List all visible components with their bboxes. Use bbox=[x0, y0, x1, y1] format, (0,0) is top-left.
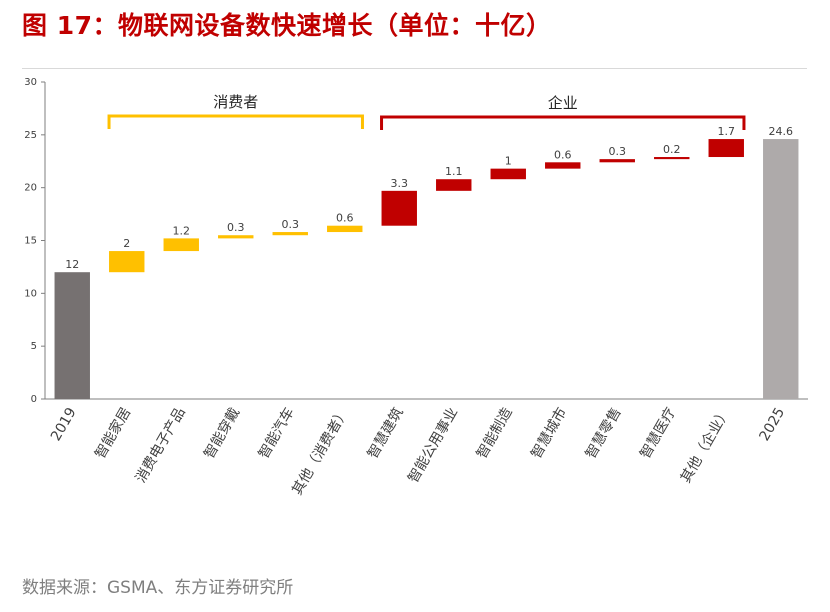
bar-value-label: 0.6 bbox=[336, 212, 354, 225]
title-divider bbox=[22, 68, 807, 69]
bar-value-label: 1 bbox=[505, 155, 512, 168]
x-category-label: 其他（企业） bbox=[677, 405, 734, 486]
bar-consumer bbox=[272, 232, 308, 236]
bar-consumer bbox=[327, 225, 363, 233]
bar-value-label: 2 bbox=[123, 237, 130, 250]
bar-consumer bbox=[163, 238, 199, 252]
y-tick-label: 0 bbox=[31, 394, 37, 405]
bar-enterprise bbox=[545, 162, 581, 169]
bar-consumer bbox=[218, 235, 254, 239]
bar-value-label: 1.2 bbox=[173, 224, 191, 237]
bar-value-label: 24.6 bbox=[769, 125, 794, 138]
x-category-label: 智能穿戴 bbox=[201, 405, 243, 461]
x-category-label: 智慧建筑 bbox=[365, 405, 407, 461]
x-category-label: 2025 bbox=[757, 405, 789, 444]
x-category-label: 智能家居 bbox=[91, 405, 134, 462]
x-category-label: 其他（消费者） bbox=[289, 405, 352, 498]
x-category-label: 2019 bbox=[48, 405, 80, 444]
bar-value-label: 0.6 bbox=[554, 148, 572, 161]
x-category-label: 智能公用事业 bbox=[405, 405, 461, 486]
bar-value-label: 1.1 bbox=[445, 165, 463, 178]
group-bracket-consumer bbox=[107, 114, 364, 129]
chart-title: 图 17：物联网设备数快速增长（单位：十亿） bbox=[22, 11, 552, 40]
group-bracket-enterprise bbox=[380, 115, 746, 130]
bar-value-label: 3.3 bbox=[391, 177, 409, 190]
bar-total bbox=[763, 139, 799, 399]
bar-total bbox=[54, 272, 90, 399]
group-label-consumer: 消费者 bbox=[213, 93, 258, 111]
bar-enterprise bbox=[708, 139, 744, 158]
bar-enterprise bbox=[381, 190, 417, 226]
y-tick-label: 5 bbox=[31, 341, 37, 352]
y-tick-label: 30 bbox=[24, 77, 37, 88]
bar-enterprise bbox=[654, 157, 690, 160]
waterfall-chart: 0510152025301220192智能家居1.2消费电子产品0.3智能穿戴0… bbox=[24, 77, 808, 498]
bar-consumer bbox=[109, 251, 145, 273]
x-category-label: 智慧城市 bbox=[527, 405, 570, 462]
bar-enterprise bbox=[490, 168, 526, 180]
x-category-label: 消费电子产品 bbox=[133, 405, 189, 486]
bar-value-label: 1.7 bbox=[718, 125, 736, 138]
x-category-label: 智能汽车 bbox=[255, 405, 298, 462]
bar-value-label: 12 bbox=[65, 258, 79, 271]
bar-value-label: 0.3 bbox=[227, 221, 245, 234]
y-tick-label: 15 bbox=[24, 236, 37, 247]
bar-enterprise bbox=[599, 159, 635, 163]
bar-value-label: 0.3 bbox=[282, 218, 300, 231]
y-tick-label: 10 bbox=[24, 288, 37, 299]
bar-value-label: 0.3 bbox=[609, 145, 627, 158]
y-tick-label: 20 bbox=[24, 183, 37, 194]
x-category-label: 智慧医疗 bbox=[637, 405, 679, 461]
bar-value-label: 0.2 bbox=[663, 143, 681, 156]
bar-enterprise bbox=[436, 179, 472, 191]
x-category-label: 智慧零售 bbox=[583, 405, 625, 461]
y-tick-label: 25 bbox=[24, 130, 37, 141]
x-category-label: 智能制造 bbox=[474, 405, 516, 461]
group-label-enterprise: 企业 bbox=[548, 94, 578, 112]
source-note: 数据来源：GSMA、东方证券研究所 bbox=[22, 578, 294, 598]
